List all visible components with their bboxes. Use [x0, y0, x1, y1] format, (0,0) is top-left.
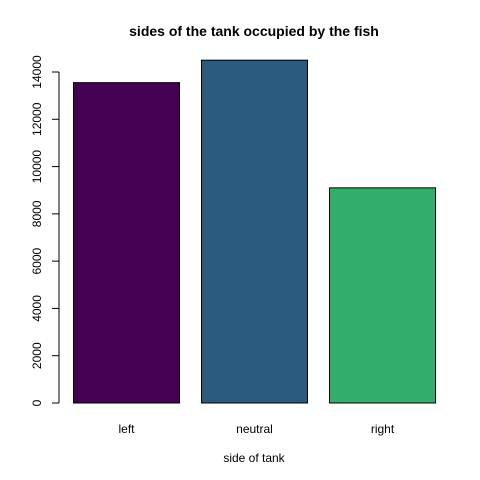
bar-right: [329, 187, 436, 404]
y-tick-label: 12000: [30, 102, 44, 136]
x-axis-labels: left neutral right: [118, 422, 394, 436]
bar-neutral: [201, 59, 308, 404]
x-axis-title: side of tank: [223, 451, 285, 465]
x-tick-label-neutral: neutral: [236, 422, 273, 436]
y-tick-label: 10000: [30, 150, 44, 184]
y-tick-label: 0: [30, 399, 44, 406]
y-tick-label: 8000: [30, 200, 44, 227]
x-tick-label-right: right: [371, 422, 395, 436]
x-tick-label-left: left: [118, 422, 135, 436]
bar-left: [73, 82, 180, 404]
y-tick-label: 14000: [30, 55, 44, 89]
y-tick-label: 6000: [30, 247, 44, 274]
y-tick-label: 4000: [30, 295, 44, 322]
y-tick-label: 2000: [30, 342, 44, 369]
bars: [73, 59, 436, 404]
chart-title: sides of the tank occupied by the fish: [129, 23, 379, 39]
y-axis: 0 2000 4000 6000 8000 10000 12000 14000: [30, 55, 60, 406]
